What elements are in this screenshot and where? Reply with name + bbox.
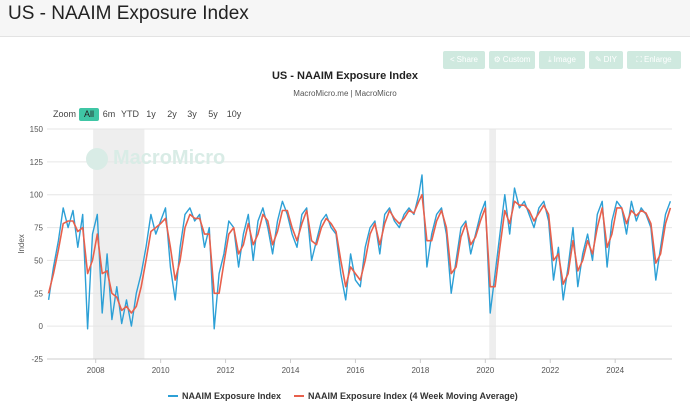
chart-subtitle: MacroMicro.me | MacroMicro <box>293 89 397 98</box>
recession-band-1 <box>489 129 497 359</box>
range-button-6m[interactable]: 6m <box>102 109 116 119</box>
y-tick-label: 25 <box>34 289 43 298</box>
share-button[interactable]: < Share <box>443 51 485 69</box>
y-tick-label: 50 <box>34 256 43 265</box>
x-tick-label: 2024 <box>606 366 624 375</box>
y-tick-label: 0 <box>39 322 44 331</box>
range-button-all[interactable]: All <box>79 108 99 121</box>
y-tick-label: 100 <box>30 191 44 200</box>
x-tick-label: 2008 <box>87 366 105 375</box>
watermark: MacroMicro <box>86 147 225 170</box>
x-tick-label: 2014 <box>282 366 300 375</box>
legend-swatch-naaim-4wk <box>294 394 304 397</box>
pencil-icon: ✎ <box>594 55 602 64</box>
macromicro-logo-icon <box>86 147 108 170</box>
page-header: US - NAAIM Exposure Index <box>0 0 690 37</box>
legend-swatch-naaim <box>168 394 178 397</box>
x-tick-label: 2020 <box>476 366 494 375</box>
page-title: US - NAAIM Exposure Index <box>8 3 249 24</box>
y-tick-label: 125 <box>30 158 44 167</box>
custom-label: Custom <box>502 55 531 64</box>
legend-item-naaim-4wk[interactable]: NAAIM Exposure Index (4 Week Moving Aver… <box>294 391 518 401</box>
x-tick-label: 2022 <box>541 366 559 375</box>
share-label: Share <box>456 55 479 64</box>
legend-item-naaim[interactable]: NAAIM Exposure Index <box>168 391 281 401</box>
range-button-10y[interactable]: 10y <box>226 109 242 119</box>
chart-canvas: -25 0 25 50 75 100 125 150 2008 2010 2012 2014 2016 2… <box>17 125 672 375</box>
y-tick-label: 150 <box>30 125 44 134</box>
chart-title: US - NAAIM Exposure Index <box>271 70 419 82</box>
y-tick-label: -25 <box>31 355 43 364</box>
x-tick-label: 2018 <box>411 366 429 375</box>
y-axis-label: Index <box>17 234 26 254</box>
x-tick-label: 2010 <box>152 366 170 375</box>
enlarge-button[interactable]: ⛶ Enlarge <box>627 51 681 69</box>
range-button-3y[interactable]: 3y <box>187 109 197 119</box>
watermark-text: MacroMicro <box>113 147 226 169</box>
diy-label: DIY <box>603 55 618 64</box>
enlarge-label: Enlarge <box>644 55 672 64</box>
x-tick-label: 2012 <box>217 366 235 375</box>
x-tick-label: 2016 <box>347 366 365 375</box>
y-tick-label: 75 <box>34 224 43 233</box>
range-button-5y[interactable]: 5y <box>208 109 218 119</box>
share-icon: < <box>449 55 455 64</box>
image-label: Image <box>553 55 576 64</box>
zoom-label: Zoom <box>53 109 77 119</box>
series-line-naaim-4wk <box>47 193 672 314</box>
range-button-ytd[interactable]: YTD <box>121 109 139 119</box>
legend-label-naaim-4wk: NAAIM Exposure Index (4 Week Moving Aver… <box>308 391 518 401</box>
range-button-2y[interactable]: 2y <box>167 109 177 119</box>
download-icon: ⤓ <box>548 55 552 64</box>
expand-icon: ⛶ <box>636 55 643 64</box>
chart-legend: NAAIM Exposure Index NAAIM Exposure Inde… <box>0 391 690 405</box>
diy-button[interactable]: ✎ DIY <box>589 51 623 69</box>
custom-button[interactable]: ⚙ Custom <box>489 51 535 69</box>
legend-label-naaim: NAAIM Exposure Index <box>182 391 282 401</box>
range-button-1y[interactable]: 1y <box>146 109 156 119</box>
image-button[interactable]: ⤓ Image <box>539 51 585 69</box>
gear-icon: ⚙ <box>493 55 501 64</box>
